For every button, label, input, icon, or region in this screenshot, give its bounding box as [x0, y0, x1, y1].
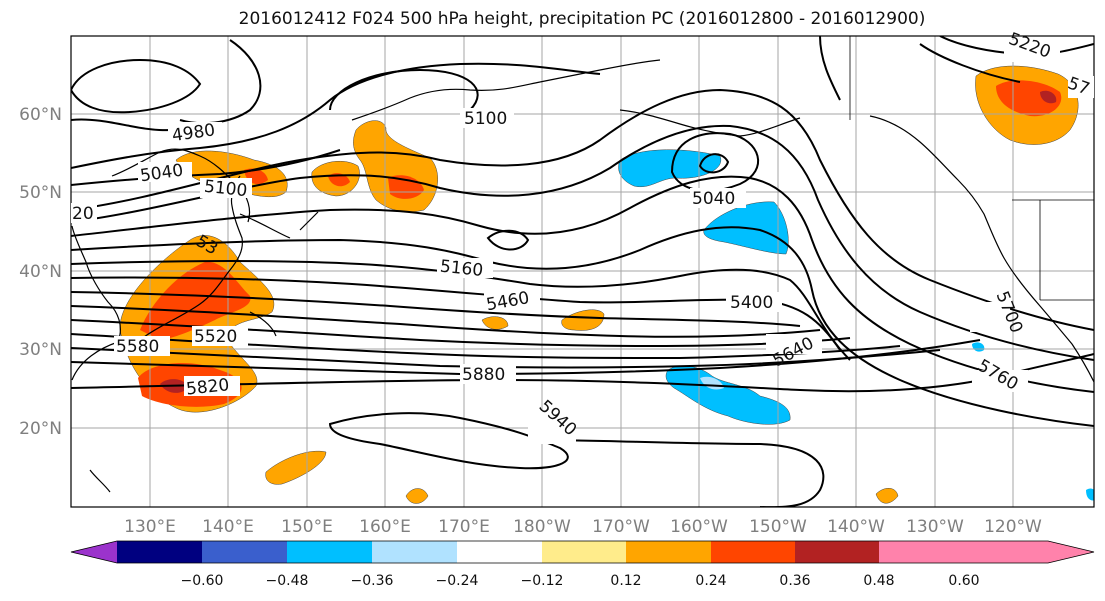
lat-label-40n: 40°N [19, 262, 62, 282]
colorbar-extend-right [964, 541, 1094, 563]
colorbar-tick: 0.12 [610, 573, 641, 589]
colorbar: −0.60 −0.48 −0.36 −0.24 −0.12 0.12 0.24 … [70, 540, 1095, 589]
colorbar-extend-left [71, 541, 117, 563]
lon-label-160e: 160°E [359, 517, 411, 537]
lon-label-170w: 170°W [592, 517, 650, 537]
graticule [71, 36, 1094, 507]
latitude-labels: 60°N 50°N 40°N 30°N 20°N [19, 105, 62, 439]
lon-label-140w: 140°W [827, 517, 885, 537]
lon-label-130w: 130°W [906, 517, 964, 537]
contour-label-5100-west: 5100 [203, 177, 248, 201]
colorbar-tick: −0.60 [181, 573, 224, 589]
contour-label-5580: 5580 [116, 337, 159, 357]
lon-label-150e: 150°E [281, 517, 333, 537]
map-frame [70, 35, 1095, 508]
lon-label-150w: 150°W [749, 517, 807, 537]
contour-label-5880: 5880 [462, 365, 505, 385]
colorbar-tick: 0.60 [948, 573, 979, 589]
map-title: 2016012412 F024 500 hPa height, precipit… [238, 9, 926, 29]
lon-label-140e: 140°E [202, 517, 254, 537]
contour-label-5040-low: 5040 [692, 189, 735, 209]
colorbar-bin [117, 541, 202, 563]
contour-label-5160: 5160 [439, 257, 484, 281]
contour-label-5220-clipped: 20 [72, 204, 94, 224]
lat-label-50n: 50°N [19, 183, 62, 203]
colorbar-bin [457, 541, 542, 563]
lon-label-130e: 130°E [124, 517, 176, 537]
colorbar-bin [626, 541, 711, 563]
colorbar-bin [287, 541, 372, 563]
contour-label-5400: 5400 [730, 293, 773, 313]
colorbar-bin [879, 541, 964, 563]
colorbar-tick: 0.24 [695, 573, 726, 589]
contour-label-5520: 5520 [194, 327, 237, 347]
colorbar-bin [202, 541, 287, 563]
lon-label-120w: 120°W [984, 517, 1042, 537]
lat-label-30n: 30°N [19, 340, 62, 360]
colorbar-bin [711, 541, 795, 563]
contour-label-5100-north: 5100 [464, 109, 507, 129]
colorbar-tick: −0.24 [436, 573, 479, 589]
lat-label-20n: 20°N [19, 419, 62, 439]
colorbar-bin [372, 541, 457, 563]
lat-label-60n: 60°N [19, 105, 62, 125]
lon-label-160w: 160°W [670, 517, 728, 537]
colorbar-tick: 0.36 [779, 573, 810, 589]
colorbar-tick: −0.48 [266, 573, 309, 589]
colorbar-tick: −0.12 [521, 573, 564, 589]
colorbar-tick: −0.36 [351, 573, 394, 589]
colorbar-tick: 0.48 [863, 573, 894, 589]
contour-label-5820: 5820 [185, 375, 230, 399]
lon-label-180w: 180°W [513, 517, 571, 537]
country-borders [849, 36, 1094, 301]
colorbar-bin [795, 541, 879, 563]
lon-label-170e: 170°E [438, 517, 490, 537]
longitude-labels: 130°E 140°E 150°E 160°E 170°E 180°W 170°… [124, 517, 1042, 537]
colorbar-bin [542, 541, 626, 563]
